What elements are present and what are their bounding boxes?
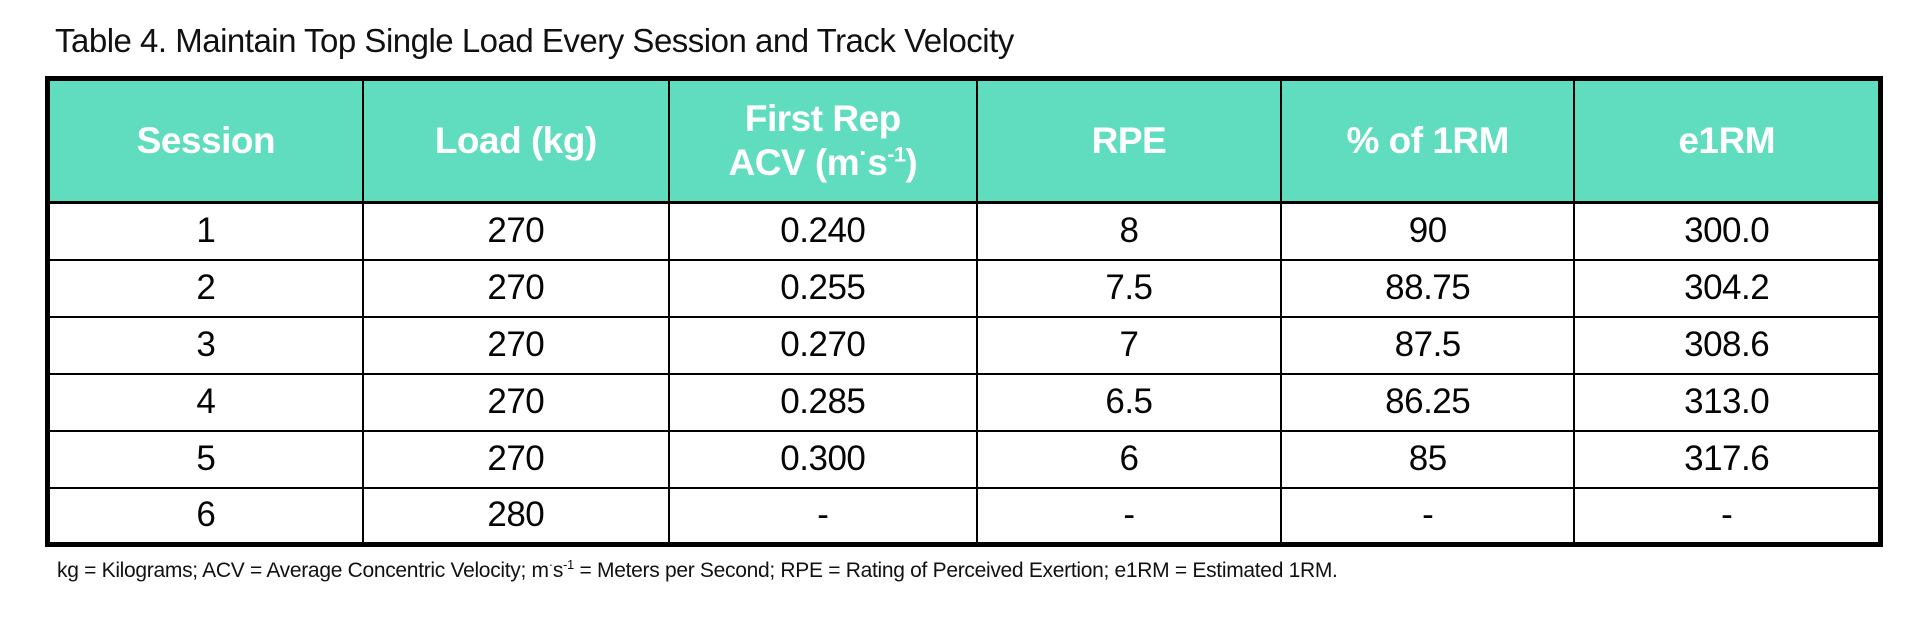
col-header-e1rm: e1RM [1573,77,1882,204]
table-row: 1 270 0.240 8 90 300.0 [46,201,1882,261]
cell-pct-1rm: 87.5 [1280,315,1576,375]
cell-session: 4 [46,372,364,432]
table-row: 4 270 0.285 6.5 86.25 313.0 [46,372,1882,432]
velocity-table: Session Load (kg) First Rep ACV (m·s-1) … [45,76,1883,547]
cell-pct-1rm: 86.25 [1280,372,1576,432]
cell-acv: 0.270 [667,315,978,375]
cell-e1rm: 300.0 [1573,201,1882,261]
cell-session: 5 [46,429,364,489]
cell-acv: 0.300 [667,429,978,489]
cell-pct-1rm: 88.75 [1280,258,1576,318]
cell-rpe: 7.5 [975,258,1283,318]
cell-acv: 0.240 [667,201,978,261]
cell-e1rm: 313.0 [1573,372,1882,432]
cell-e1rm: 308.6 [1573,315,1882,375]
page: Table 4. Maintain Top Single Load Every … [45,22,1883,582]
col-header-session: Session [46,77,364,204]
cell-session: 6 [46,486,364,546]
cell-load: 270 [361,258,670,318]
cell-load: 270 [361,315,670,375]
cell-rpe: - [975,486,1283,546]
table-row: 2 270 0.255 7.5 88.75 304.2 [46,258,1882,318]
cell-rpe: 6 [975,429,1283,489]
col-header-rpe: RPE [975,77,1283,204]
cell-session: 2 [46,258,364,318]
table-row: 6 280 - - - - [46,486,1882,546]
cell-rpe: 8 [975,201,1283,261]
cell-acv: 0.255 [667,258,978,318]
abbreviations-footnote: kg = Kilograms; ACV = Average Concentric… [57,557,1338,582]
cell-e1rm: 317.6 [1573,429,1882,489]
table-row: 3 270 0.270 7 87.5 308.6 [46,315,1882,375]
col-header-first-rep-acv: First Rep ACV (m·s-1) [667,77,978,204]
header-row: Session Load (kg) First Rep ACV (m·s-1) … [46,77,1882,204]
cell-acv: - [667,486,978,546]
cell-e1rm: - [1573,486,1882,546]
cell-load: 270 [361,429,670,489]
cell-rpe: 6.5 [975,372,1283,432]
col-header-pct-1rm: % of 1RM [1280,77,1576,204]
cell-load: 270 [361,372,670,432]
cell-pct-1rm: - [1280,486,1576,546]
cell-load: 270 [361,201,670,261]
cell-session: 1 [46,201,364,261]
cell-load: 280 [361,486,670,546]
table-caption: Table 4. Maintain Top Single Load Every … [55,22,1014,59]
cell-e1rm: 304.2 [1573,258,1882,318]
col-header-load: Load (kg) [361,77,670,204]
cell-pct-1rm: 90 [1280,201,1576,261]
cell-rpe: 7 [975,315,1283,375]
cell-acv: 0.285 [667,372,978,432]
cell-pct-1rm: 85 [1280,429,1576,489]
table-row: 5 270 0.300 6 85 317.6 [46,429,1882,489]
cell-session: 3 [46,315,364,375]
